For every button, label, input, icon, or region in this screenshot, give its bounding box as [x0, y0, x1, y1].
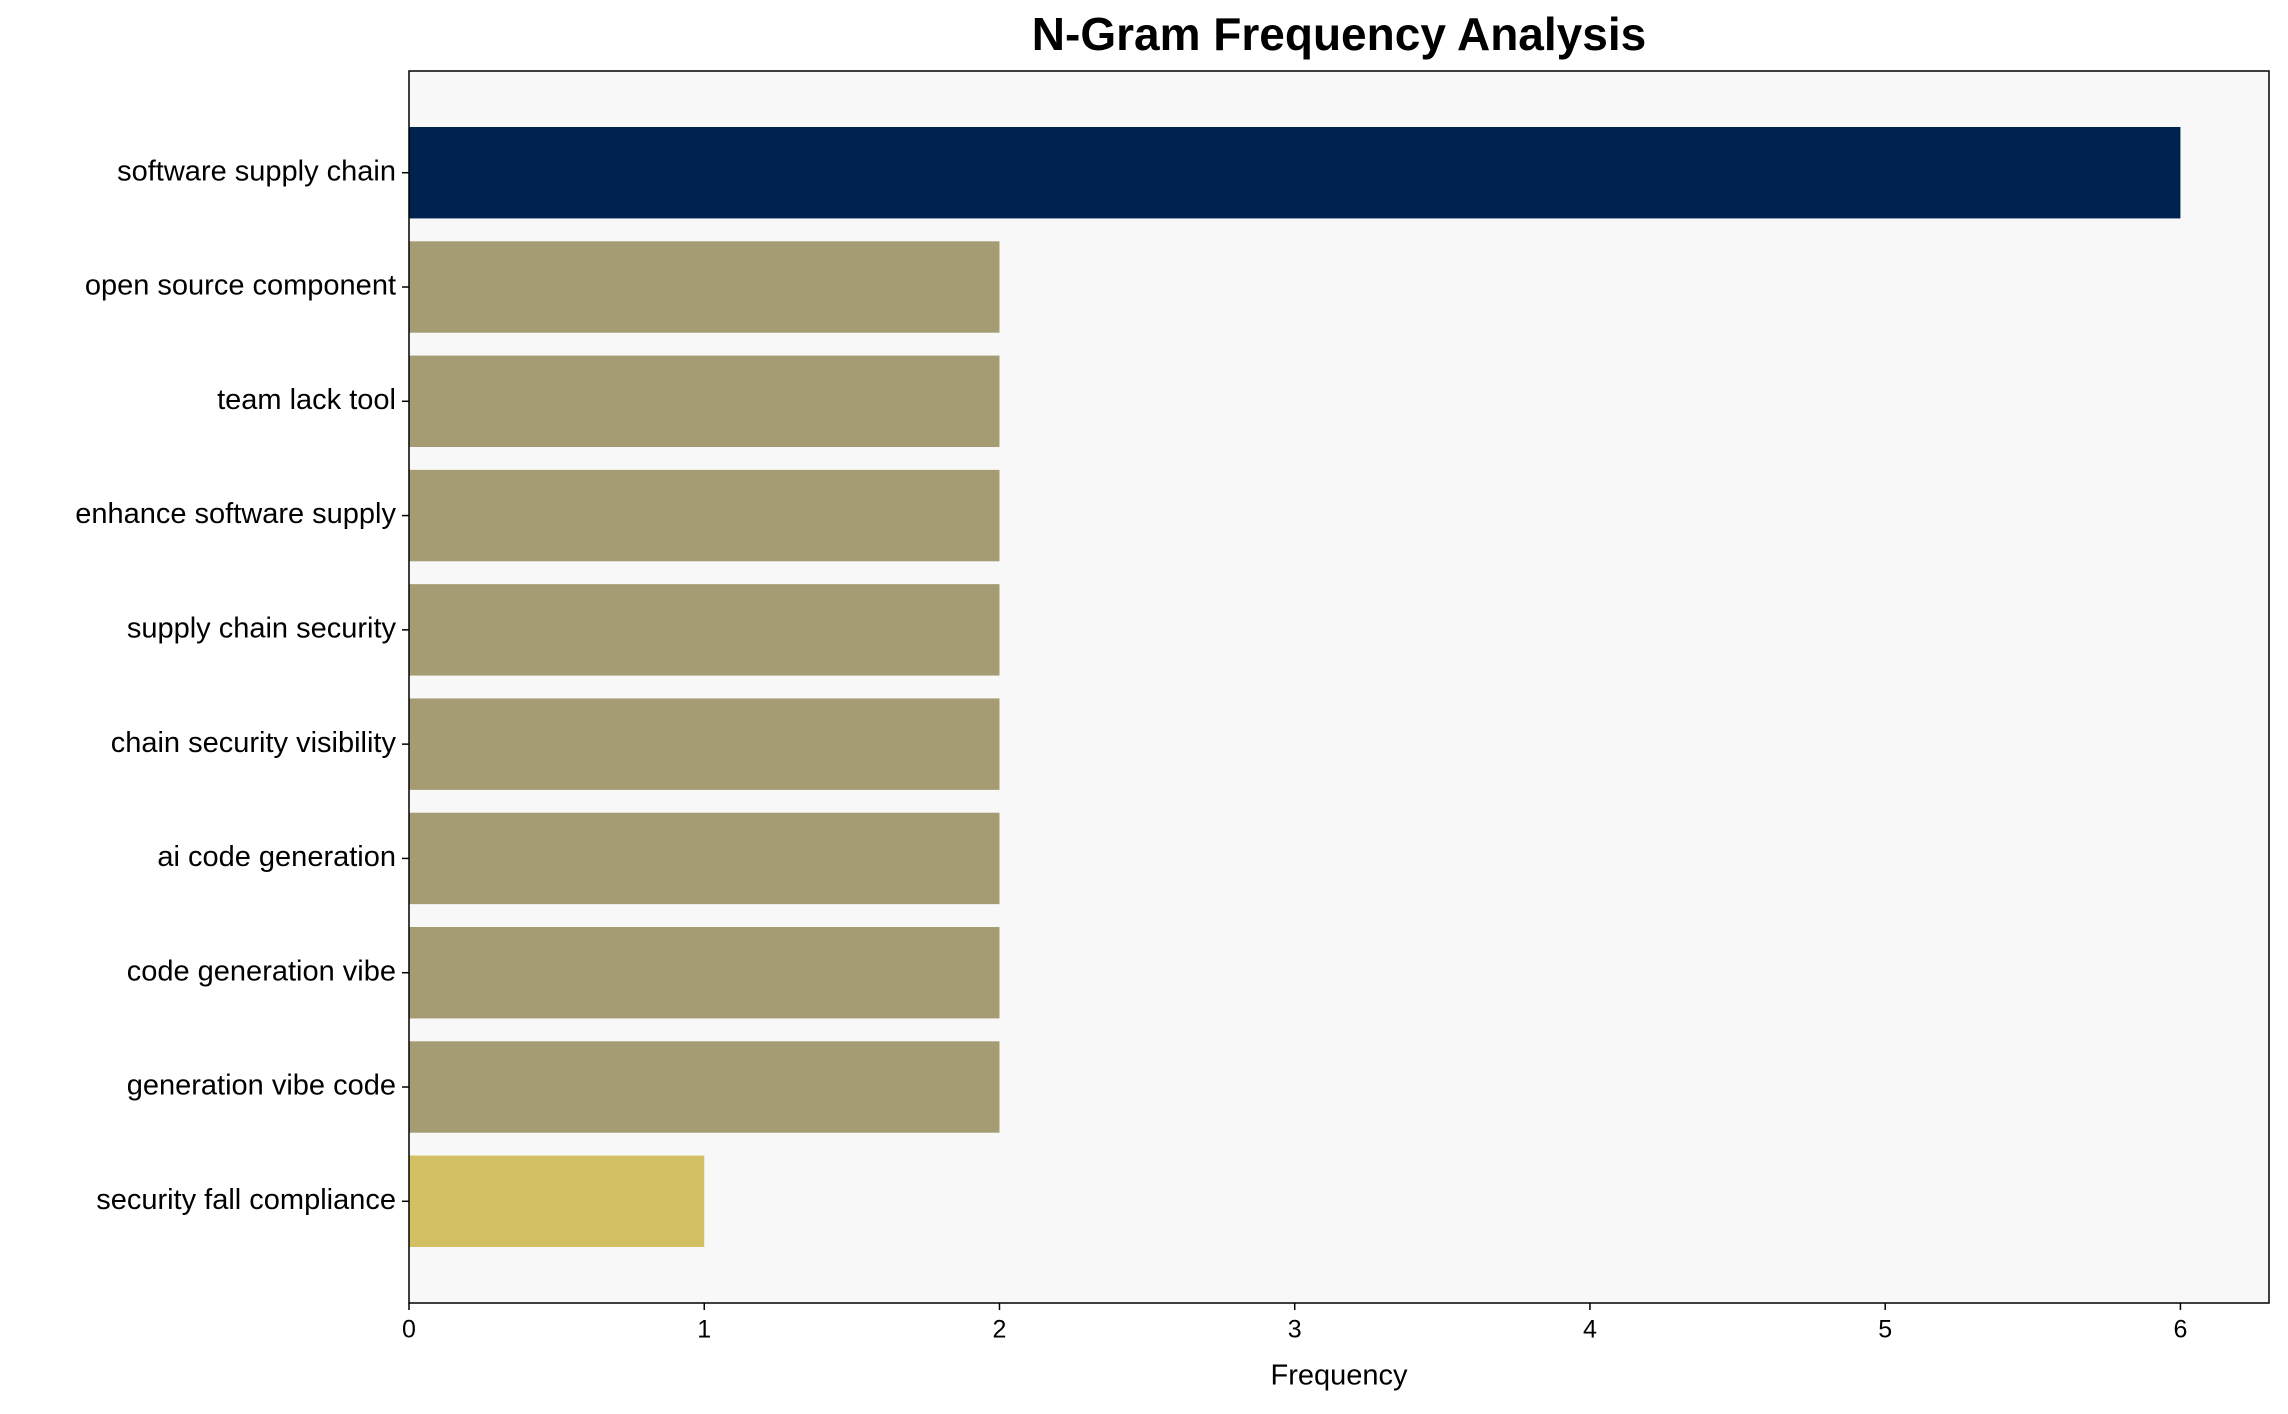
y-tick-label: ai code generation	[157, 841, 396, 873]
x-axis-label: Frequency	[1270, 1360, 1408, 1392]
bar	[409, 241, 1000, 333]
y-tick-label: code generation vibe	[127, 955, 396, 987]
x-tick-label: 2	[993, 1316, 1007, 1344]
bar	[409, 927, 1000, 1019]
y-tick-label: open source component	[85, 270, 396, 302]
y-tick-label: chain security visibility	[111, 727, 397, 759]
y-tick-label: supply chain security	[127, 613, 397, 645]
x-tick-label: 6	[2173, 1316, 2187, 1344]
bar	[409, 584, 1000, 676]
x-tick-label: 5	[1878, 1316, 1892, 1344]
plot-frame	[408, 70, 2270, 1304]
bar	[409, 355, 1000, 447]
y-tick-label: enhance software supply	[75, 498, 396, 530]
x-tick-label: 3	[1288, 1316, 1302, 1344]
bar	[409, 1041, 1000, 1133]
bar	[409, 812, 1000, 905]
y-tick-label: team lack tool	[217, 384, 396, 416]
x-tick-label: 1	[697, 1316, 711, 1344]
bar	[409, 698, 1000, 790]
x-tick-label: 0	[402, 1316, 416, 1344]
bar	[409, 1155, 705, 1247]
y-tick-label: security fall compliance	[96, 1184, 396, 1216]
x-tick-label: 4	[1583, 1316, 1597, 1344]
bar	[409, 127, 2181, 219]
y-tick-label: generation vibe code	[127, 1070, 396, 1102]
y-tick-label: software supply chain	[117, 155, 396, 187]
chart-title: N-Gram Frequency Analysis	[1032, 8, 1646, 60]
bar	[409, 469, 1000, 562]
